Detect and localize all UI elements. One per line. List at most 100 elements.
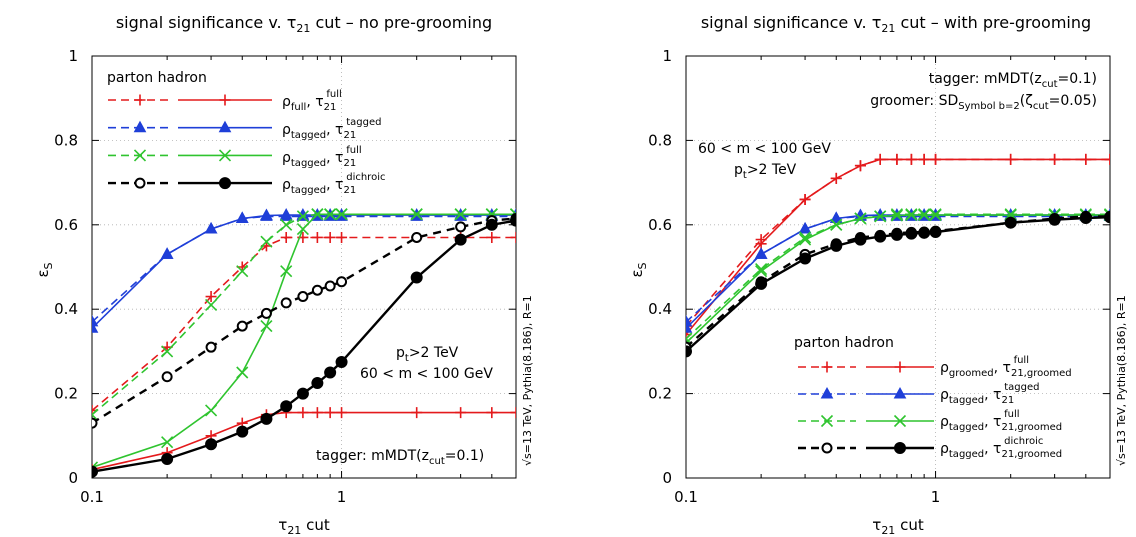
legend-marker-parton-0 xyxy=(134,94,146,106)
data-point-hadron-1-13 xyxy=(510,407,516,419)
data-point-hadron-7-5 xyxy=(874,230,887,243)
left-plot-frame xyxy=(91,55,517,479)
data-point-hadron-1-8 xyxy=(918,153,930,165)
data-point-hadron-5-11 xyxy=(454,208,467,221)
data-point-hadron-1-8 xyxy=(324,407,336,419)
data-point-hadron-7-8 xyxy=(918,226,931,239)
legend-marker-parton-3 xyxy=(821,442,833,454)
legend-marker-hadron-1 xyxy=(218,120,232,133)
data-point-hadron-5-7 xyxy=(311,208,324,221)
data-point-hadron-5-2 xyxy=(799,233,812,246)
data-point-hadron-3-5 xyxy=(279,208,293,220)
data-point-hadron-1-12 xyxy=(486,407,498,419)
data-point-parton-4-6 xyxy=(890,208,903,221)
left-legend-header: parton hadron xyxy=(107,70,207,86)
data-point-parton-0-12 xyxy=(486,231,498,243)
legend-marker-hadron-2 xyxy=(218,149,232,162)
x-tick-label: 0.1 xyxy=(674,488,698,506)
x-tick-label: 1 xyxy=(931,488,941,506)
data-point-hadron-5-7 xyxy=(905,209,918,222)
data-point-hadron-5-5 xyxy=(874,210,887,223)
right-panel: signal significance v. τ21 cut – with pr… xyxy=(628,13,1128,537)
data-point-hadron-1-10 xyxy=(1005,153,1017,165)
data-point-parton-4-2 xyxy=(205,298,218,312)
data-point-hadron-7-8 xyxy=(324,366,337,379)
data-point-hadron-1-4 xyxy=(854,160,866,172)
right-axes: 0 0.2 0.4 0.6 0.8 1 0.1 1 xyxy=(648,47,1111,506)
data-point-parton-6-3 xyxy=(236,320,248,332)
y-tick-label: 0.6 xyxy=(54,216,78,234)
data-point-hadron-7-3 xyxy=(236,425,249,438)
data-point-parton-6-9 xyxy=(336,276,348,288)
data-point-hadron-5-4 xyxy=(260,320,273,333)
data-point-parton-6-10 xyxy=(411,231,423,243)
data-point-hadron-7-0 xyxy=(92,465,98,478)
left-legend-label-3: ρtagged, τ21full xyxy=(282,145,362,169)
data-point-hadron-5-10 xyxy=(410,208,423,221)
legend-marker-parton-1 xyxy=(133,120,147,133)
data-point-hadron-1-3 xyxy=(830,172,842,184)
data-point-parton-4-3 xyxy=(236,265,249,278)
data-point-parton-6-8 xyxy=(324,280,336,292)
data-point-hadron-3-0 xyxy=(92,321,99,333)
data-point-hadron-7-10 xyxy=(410,271,423,284)
data-point-hadron-7-7 xyxy=(311,377,324,390)
data-point-hadron-7-6 xyxy=(296,387,309,400)
data-point-parton-4-2 xyxy=(799,231,812,244)
data-point-parton-6-6 xyxy=(297,291,309,303)
legend-marker-parton-2 xyxy=(133,149,147,162)
data-point-parton-0-9 xyxy=(336,231,348,243)
data-point-hadron-7-10 xyxy=(1004,216,1017,229)
legend-marker-hadron-2 xyxy=(893,414,907,428)
data-point-hadron-5-2 xyxy=(205,404,218,417)
y-tick-label: 0.2 xyxy=(648,385,672,403)
data-point-hadron-3-1 xyxy=(160,247,174,259)
right-series-layer xyxy=(686,153,1110,358)
right-annotation-side: √s=13 TeV, Pythia(8.186), R=1 xyxy=(1115,295,1128,466)
data-point-hadron-7-11 xyxy=(454,233,467,246)
left-annotation-side: √s=13 TeV, Pythia(8.186), R=1 xyxy=(521,295,534,466)
left-legend-label-1: ρfull, τ21full xyxy=(282,89,342,113)
data-point-hadron-1-2 xyxy=(799,193,811,205)
left-title: signal significance v. τ21 cut – no pre-… xyxy=(116,13,492,35)
right-legend: parton hadron ρgroomed, τ21,groomedfull … xyxy=(794,335,1072,460)
y-tick-label: 0 xyxy=(662,469,672,487)
series-line-hadron-1 xyxy=(92,411,516,471)
data-point-hadron-7-1 xyxy=(755,277,768,290)
data-point-parton-6-11 xyxy=(455,221,467,233)
data-point-hadron-7-9 xyxy=(929,225,942,238)
series-line-parton-2 xyxy=(92,215,516,323)
data-point-hadron-5-3 xyxy=(236,366,249,379)
right-legend-label-4: ρtagged, τ21,groomeddichroic xyxy=(940,436,1062,460)
data-point-hadron-7-4 xyxy=(260,412,273,425)
data-point-hadron-1-6 xyxy=(297,407,309,419)
data-point-hadron-1-6 xyxy=(891,153,903,165)
data-point-hadron-7-13 xyxy=(1104,211,1110,224)
y-tick-label: 0.2 xyxy=(54,385,78,403)
data-point-hadron-1-11 xyxy=(455,407,467,419)
series-line-hadron-5 xyxy=(686,214,1110,344)
data-point-hadron-7-11 xyxy=(1048,213,1061,226)
data-point-hadron-1-11 xyxy=(1049,153,1061,165)
data-point-hadron-5-5 xyxy=(280,265,293,278)
right-plot-frame xyxy=(685,55,1111,479)
right-legend-label-3: ρtagged, τ21,groomedfull xyxy=(940,409,1062,433)
left-legend: parton hadron ρfull, τ21full ρtagged, τ2… xyxy=(107,70,385,196)
data-point-hadron-3-1 xyxy=(754,247,768,259)
data-point-hadron-7-13 xyxy=(510,214,516,227)
data-point-parton-6-0 xyxy=(92,417,98,429)
data-point-parton-6-5 xyxy=(280,297,292,309)
legend-marker-parton-3 xyxy=(134,177,146,189)
left-annotation-pt: pt>2 TeV xyxy=(396,345,459,364)
legend-marker-parton-1 xyxy=(820,386,834,399)
x-tick-label: 0.1 xyxy=(80,488,104,506)
left-annotation-mass: 60 < m < 100 GeV xyxy=(360,366,493,382)
right-annotation-tagger: tagger: mMDT(zcut=0.1) xyxy=(929,71,1097,90)
data-point-hadron-1-7 xyxy=(905,153,917,165)
data-point-hadron-1-12 xyxy=(1080,153,1092,165)
x-tick-label: 1 xyxy=(337,488,347,506)
data-point-hadron-7-2 xyxy=(799,252,812,265)
data-point-hadron-7-9 xyxy=(335,355,348,368)
series-line-hadron-1 xyxy=(686,158,1110,336)
